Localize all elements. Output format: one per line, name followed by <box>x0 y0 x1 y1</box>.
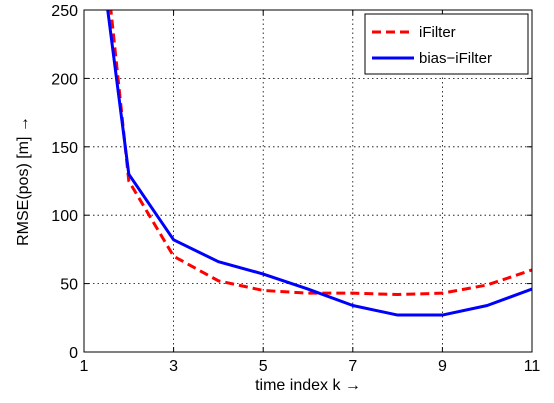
y-axis-label: RMSE(pos) [m] → <box>15 116 32 246</box>
y-tick-label: 250 <box>51 3 78 20</box>
legend-box <box>364 13 529 75</box>
legend-label-ifilter: iFilter <box>419 24 456 41</box>
x-tick-label: 9 <box>438 358 447 375</box>
y-tick-label: 50 <box>60 277 78 294</box>
x-tick-labels: 1 3 5 7 9 11 <box>80 358 541 375</box>
plot-frame <box>83 9 533 353</box>
tick-marks <box>83 9 533 353</box>
series-line-bias-ifilter <box>106 10 532 317</box>
y-tick-labels: 0 50 100 150 200 250 <box>51 3 78 362</box>
x-axis-label: time index k → <box>255 377 361 394</box>
y-tick-label: 100 <box>51 208 78 225</box>
x-tick-label: 7 <box>348 358 357 375</box>
y-tick-label: 150 <box>51 140 78 157</box>
x-tick-label: 11 <box>524 358 541 375</box>
x-tick-label: 5 <box>259 358 268 375</box>
y-tick-label: 200 <box>51 71 78 88</box>
grid-lines <box>84 10 532 352</box>
series-group <box>106 10 532 317</box>
legend-label-bias-ifilter: bias−iFilter <box>419 50 492 67</box>
y-tick-label: 0 <box>69 345 78 362</box>
legend: iFilter bias−iFilter <box>364 13 529 75</box>
x-tick-label: 3 <box>169 358 178 375</box>
x-tick-label: 1 <box>80 358 89 375</box>
